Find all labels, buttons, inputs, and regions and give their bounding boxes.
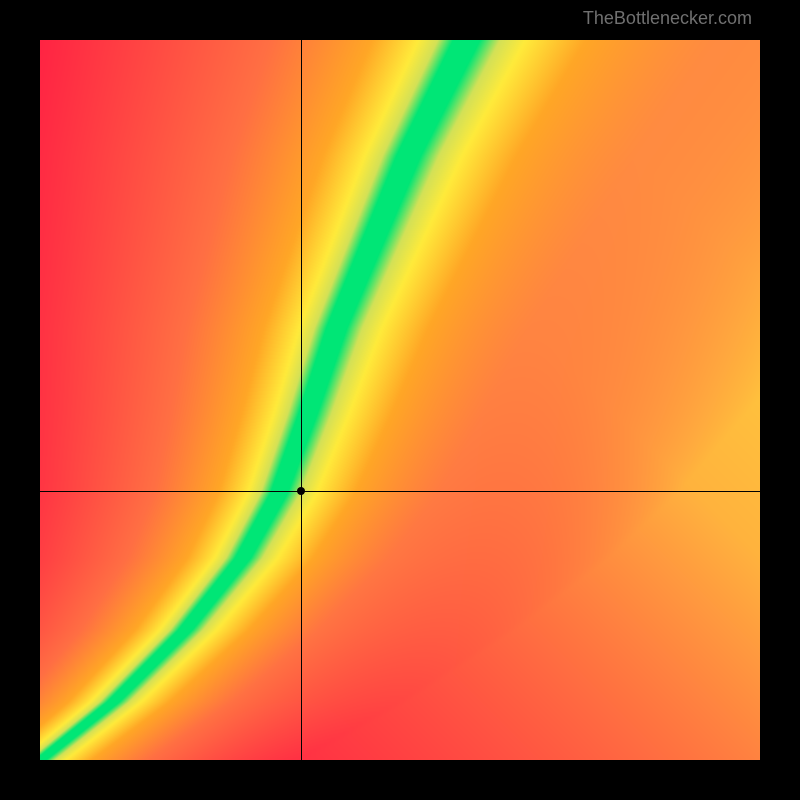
crosshair-point — [297, 487, 305, 495]
plot-area — [40, 40, 760, 760]
crosshair-horizontal — [40, 491, 760, 492]
watermark-text: TheBottlenecker.com — [583, 8, 752, 29]
heatmap-canvas — [40, 40, 760, 760]
crosshair-vertical — [301, 40, 302, 760]
